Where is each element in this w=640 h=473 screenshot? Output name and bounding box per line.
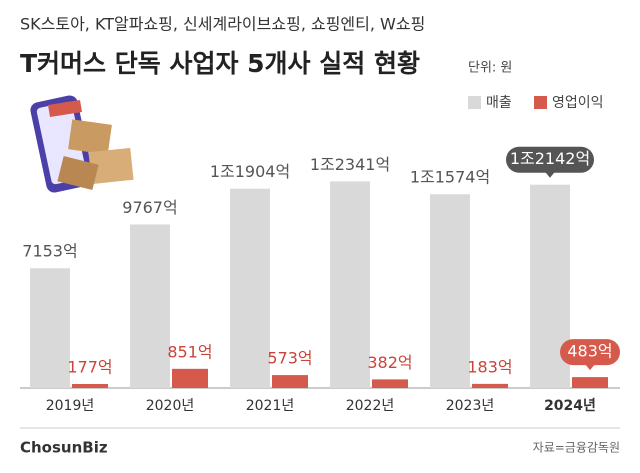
legend-swatch xyxy=(468,96,481,109)
value-label: 9767억 xyxy=(122,198,177,217)
source: 자료=금융감독원 xyxy=(533,441,620,455)
chart-title: T커머스 단독 사업자 5개사 실적 현황 xyxy=(20,49,420,78)
bar xyxy=(372,379,408,388)
bar xyxy=(72,384,108,388)
bar xyxy=(230,188,270,388)
x-tick-label: 2020년 xyxy=(146,398,195,414)
bar xyxy=(272,375,308,388)
value-label: 1조1574억 xyxy=(410,168,490,187)
value-label: 1조2341억 xyxy=(310,155,390,174)
value-label: 1조1904억 xyxy=(210,162,290,181)
label-callout xyxy=(506,146,594,173)
x-tick-label: 2022년 xyxy=(346,398,395,414)
value-label: 851억 xyxy=(167,342,212,361)
value-label: 177억 xyxy=(67,358,112,377)
bar xyxy=(330,181,370,388)
bar xyxy=(172,368,208,388)
legend-label: 매출 xyxy=(486,95,512,111)
label-callout-tip xyxy=(585,364,595,371)
value-label: 382억 xyxy=(367,353,412,372)
legend-label: 영업이익 xyxy=(552,95,604,111)
legend-swatch xyxy=(534,96,547,109)
bar xyxy=(472,383,508,388)
value-label: 183억 xyxy=(467,357,512,376)
value-label: 483억 xyxy=(567,342,612,361)
bar xyxy=(30,268,70,388)
x-tick-label: 2024년 xyxy=(544,398,596,414)
chart-subtitle: SK스토아, KT알파쇼핑, 신세계라이브쇼핑, 쇼핑엔티, W쇼핑 xyxy=(20,15,425,34)
bar xyxy=(572,377,608,388)
label-callout xyxy=(560,339,620,366)
bar xyxy=(130,224,170,388)
value-label: 7153억 xyxy=(22,242,77,261)
x-tick-label: 2023년 xyxy=(446,398,495,414)
value-label: 573억 xyxy=(267,349,312,368)
illustration xyxy=(30,95,134,193)
x-tick-label: 2021년 xyxy=(246,398,295,414)
value-label: 1조2142억 xyxy=(510,149,590,168)
label-callout-tip xyxy=(545,171,555,178)
x-tick-label: 2019년 xyxy=(46,398,95,414)
unit-label: 단위: 원 xyxy=(468,61,512,76)
logo: ChosunBiz xyxy=(20,439,108,457)
bar xyxy=(430,194,470,388)
